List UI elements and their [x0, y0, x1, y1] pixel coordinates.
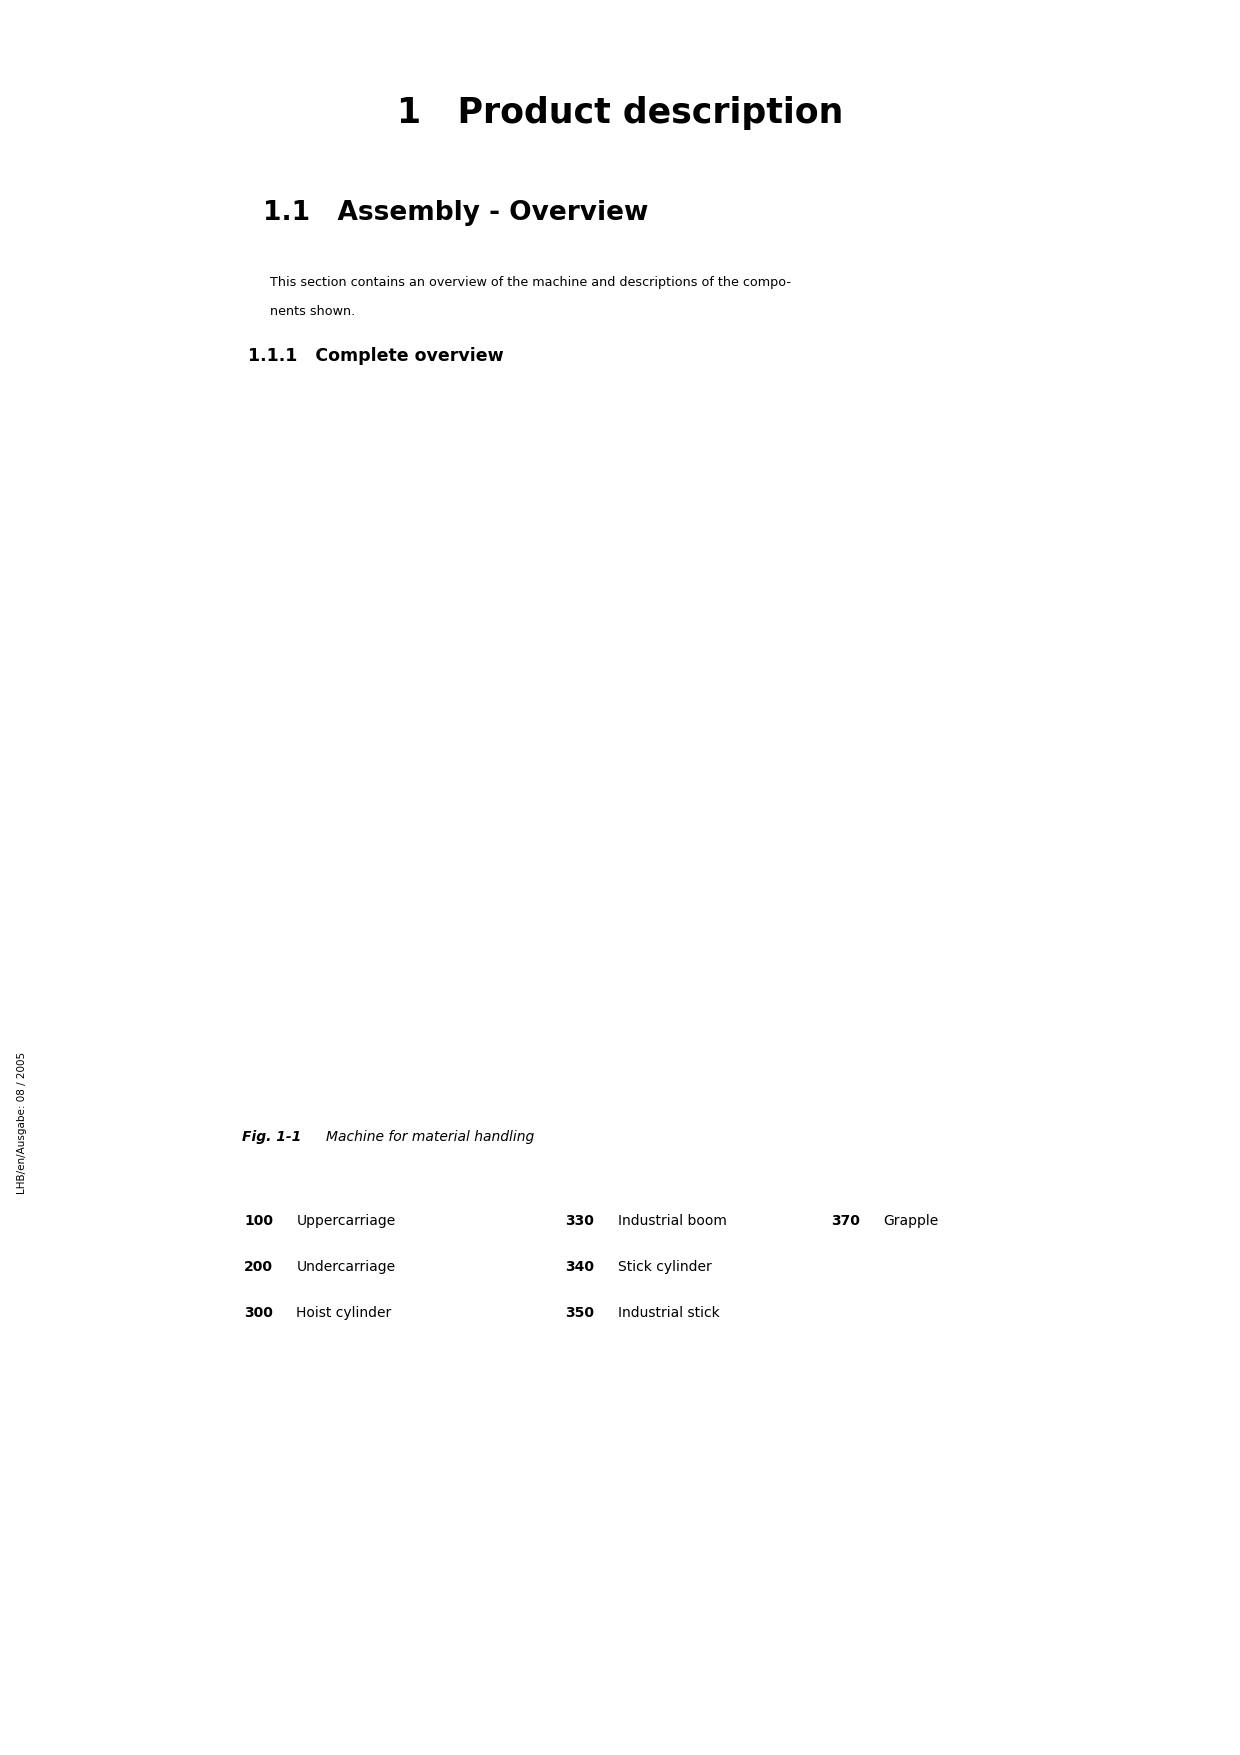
Text: Hoist cylinder: Hoist cylinder	[296, 1306, 392, 1320]
Text: 1   Product description: 1 Product description	[397, 97, 843, 130]
Text: Fig. 1-1: Fig. 1-1	[242, 1130, 301, 1144]
Text: Industrial boom: Industrial boom	[618, 1214, 727, 1228]
Text: Machine for material handling: Machine for material handling	[326, 1130, 534, 1144]
Text: Industrial stick: Industrial stick	[618, 1306, 719, 1320]
Text: LHB/en/Ausgabe: 08 / 2005: LHB/en/Ausgabe: 08 / 2005	[17, 1053, 27, 1193]
Text: 300: 300	[244, 1306, 273, 1320]
Text: 370: 370	[831, 1214, 859, 1228]
Text: This section contains an overview of the machine and descriptions of the compo-: This section contains an overview of the…	[270, 276, 791, 288]
Text: Grapple: Grapple	[883, 1214, 939, 1228]
Text: 340: 340	[712, 588, 735, 602]
Text: 350: 350	[565, 1306, 594, 1320]
Text: 330: 330	[565, 1214, 594, 1228]
Text: 200: 200	[329, 825, 352, 839]
Text: 100: 100	[165, 435, 188, 449]
Text: Undercarriage: Undercarriage	[296, 1260, 396, 1274]
Text: Uppercarriage: Uppercarriage	[296, 1214, 396, 1228]
Text: 100: 100	[244, 1214, 273, 1228]
Text: 1.1.1   Complete overview: 1.1.1 Complete overview	[248, 347, 503, 365]
Text: 330: 330	[546, 435, 569, 449]
Text: 340: 340	[565, 1260, 594, 1274]
Text: 200: 200	[244, 1260, 273, 1274]
Text: nents shown.: nents shown.	[270, 305, 356, 318]
Text: Stick cylinder: Stick cylinder	[618, 1260, 712, 1274]
Text: 350: 350	[1007, 588, 1030, 602]
Text: 1.1   Assembly - Overview: 1.1 Assembly - Overview	[263, 200, 649, 226]
Text: 370: 370	[646, 960, 670, 974]
Text: 30: 30	[715, 665, 732, 679]
